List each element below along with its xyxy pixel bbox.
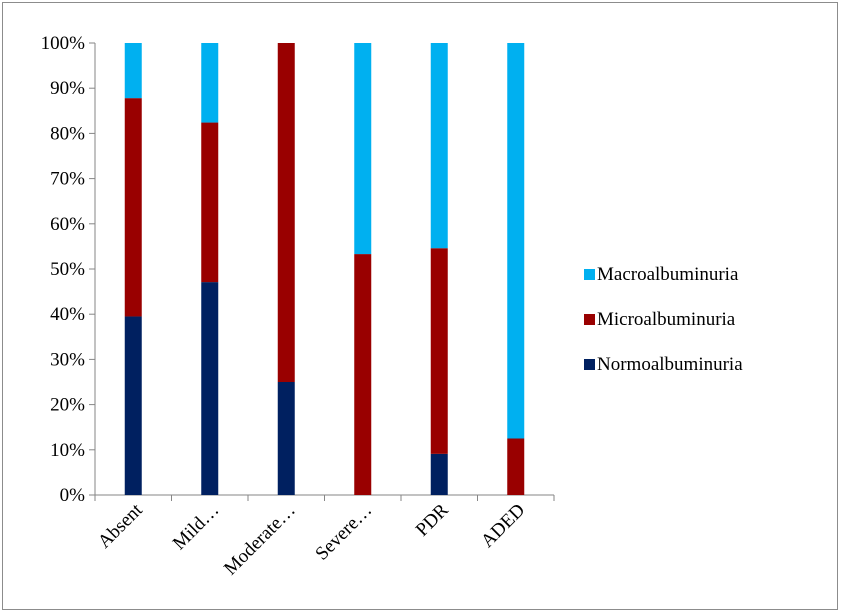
bars <box>124 43 525 495</box>
bar-segment-microalbuminuria <box>277 43 295 382</box>
y-tick-label: 50% <box>50 259 85 280</box>
x-tick-label: Absent <box>94 499 147 552</box>
bar-segment-microalbuminuria <box>430 248 448 454</box>
y-tick-label: 60% <box>50 214 85 235</box>
bar-segment-microalbuminuria <box>354 254 372 495</box>
y-tick-label: 30% <box>50 349 85 370</box>
bar-segment-normoalbuminuria <box>201 282 219 495</box>
bar-segment-microalbuminuria <box>124 98 142 317</box>
y-tick-label: 70% <box>50 169 85 190</box>
y-tick-label: 100% <box>41 33 86 54</box>
bar-segment-microalbuminuria <box>201 122 219 283</box>
y-tick-label: 90% <box>50 78 85 99</box>
bar-segment-macroalbuminuria <box>124 43 142 99</box>
legend-label: Microalbuminuria <box>597 309 736 330</box>
x-tick-label: ADED <box>477 500 529 552</box>
axes <box>94 43 554 496</box>
bar-segment-macroalbuminuria <box>201 43 219 123</box>
legend: Macroalbuminuria Microalbuminuria Normoalb… <box>584 264 743 375</box>
x-tick-label: Moderate… <box>220 500 300 580</box>
bar-segment-microalbuminuria <box>507 438 525 495</box>
x-tick-label: Severe… <box>311 500 376 565</box>
y-tick-label: 80% <box>50 123 85 144</box>
bar-segment-normoalbuminuria <box>277 382 295 495</box>
x-tick-label: Mild… <box>169 500 223 554</box>
y-tick-label: 10% <box>50 440 85 461</box>
legend-swatch <box>584 314 595 325</box>
legend-swatch <box>584 269 595 280</box>
y-tick-label: 20% <box>50 395 85 416</box>
y-tick-label: 40% <box>50 304 85 325</box>
x-axis-ticks: Absent Mild…Moderate… Severe… PDR ADED <box>94 495 555 580</box>
x-tick-label: PDR <box>412 499 453 540</box>
legend-swatch <box>584 359 595 370</box>
bar-segment-normoalbuminuria <box>124 316 142 495</box>
bar-segment-normoalbuminuria <box>430 453 448 495</box>
legend-label: Normoalbuminuria <box>597 354 743 375</box>
y-axis-ticks: 0% 10% 20% 30% 40% 50% 60% 70% 80% 90% 100% <box>41 33 95 506</box>
bar-segment-macroalbuminuria <box>354 43 372 255</box>
bar-segment-macroalbuminuria <box>507 43 525 439</box>
bar-segment-macroalbuminuria <box>430 43 448 249</box>
legend-label: Macroalbuminuria <box>597 264 739 285</box>
y-tick-label: 0% <box>60 485 86 506</box>
